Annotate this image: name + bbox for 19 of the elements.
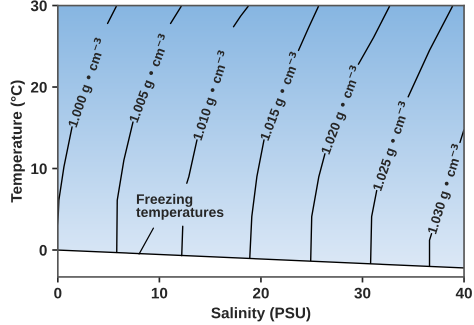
x-tick-label: 0 <box>54 288 62 299</box>
text: 1.000 g • cm$^{−3}$ <box>65 37 109 129</box>
x-tick-label: 10 <box>152 288 168 299</box>
x-tick-label: 40 <box>456 288 472 299</box>
y-tick-label: 20 <box>30 82 47 93</box>
y-axis-title: Temperature (°C) <box>10 80 25 203</box>
x-tick-label: 30 <box>354 288 370 299</box>
text: 1.005 g • cm$^{−3}$ <box>126 32 173 124</box>
text: 1.025 g • cm$^{−3}$ <box>370 100 414 192</box>
y-tick-label: 10 <box>31 163 47 174</box>
x-axis-title: Salinity (PSU) <box>211 307 310 322</box>
y-tick-label: 0 <box>40 244 47 256</box>
text: 1.030 g • cm$^{−3}$ <box>424 143 466 236</box>
y-tick-label: 30 <box>30 0 47 12</box>
text: 1.010 g • cm$^{−3}$ <box>190 50 232 142</box>
text: 1.015 g • cm$^{−3}$ <box>257 51 304 142</box>
annotation: Freezing temperatures <box>136 194 224 220</box>
x-tick-label: 20 <box>252 288 269 299</box>
text: 1.020 g • cm$^{−3}$ <box>318 64 364 156</box>
